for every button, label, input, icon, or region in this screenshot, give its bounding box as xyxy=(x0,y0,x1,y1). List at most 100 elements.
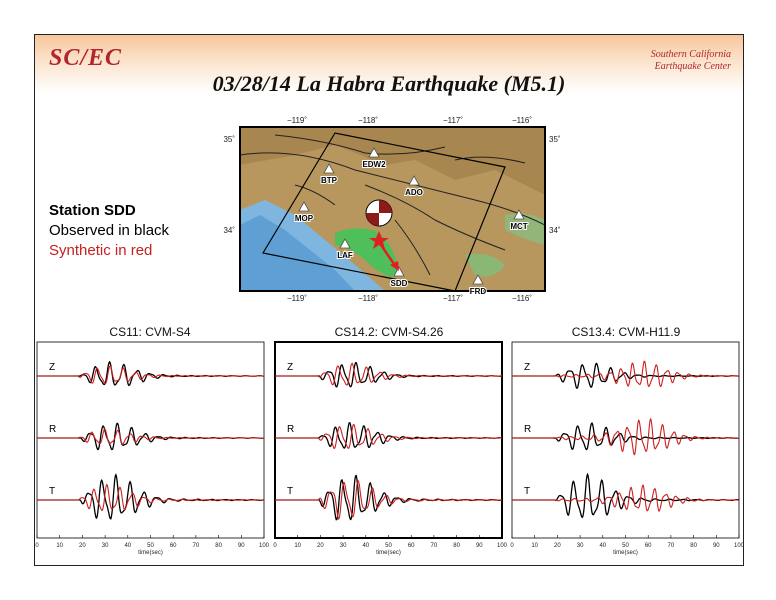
x-tick-label: 80 xyxy=(690,543,697,549)
component-label-r: R xyxy=(287,424,294,435)
map-labels: −119˚ −119˚ −118˚ −118˚ −117˚ −117˚ −116˚ −116˚… xyxy=(223,116,560,303)
x-tick-label: 90 xyxy=(238,543,245,549)
lon-tick-top-1: −118˚ xyxy=(358,116,378,125)
x-tick-label: 50 xyxy=(622,543,629,549)
x-tick-label: 10 xyxy=(294,543,301,549)
panel-title-3: CS13.4: CVM-H11.9 xyxy=(571,325,681,339)
station-ado-icon xyxy=(408,175,420,186)
trace-t-synthetic xyxy=(275,480,502,521)
focal-mechanism xyxy=(365,199,393,227)
component-label-r: R xyxy=(49,424,56,435)
scec-logo: SC/EC xyxy=(49,45,123,71)
lon-tick-top-3: −116˚ xyxy=(512,116,532,125)
panel-frame xyxy=(36,341,265,539)
x-tick-label: 20 xyxy=(79,543,86,549)
component-label-t: T xyxy=(287,486,293,497)
lon-tick-bottom-2: −117˚ xyxy=(443,294,463,303)
x-tick-label: 80 xyxy=(215,543,222,549)
station-label-ado: ADO xyxy=(405,188,423,197)
station-laf-icon xyxy=(339,238,351,249)
simulation-domain xyxy=(262,132,506,291)
station-mct-icon xyxy=(513,209,525,220)
x-tick-label: 90 xyxy=(476,543,483,549)
x-tick-label: 30 xyxy=(102,543,109,549)
x-tick-label: 70 xyxy=(431,543,438,549)
lon-tick-top-2: −117˚ xyxy=(443,116,463,125)
trace-z-synthetic xyxy=(37,365,265,385)
component-label-t: T xyxy=(524,486,530,497)
legend-observed: Observed in black xyxy=(49,222,170,239)
x-tick-label: 70 xyxy=(193,543,200,549)
x-tick-label: 0 xyxy=(273,543,277,549)
trace-z-synthetic xyxy=(275,362,502,386)
component-label-t: T xyxy=(49,486,55,497)
org-line-2: Earthquake Center xyxy=(654,61,731,72)
x-tick-label: 20 xyxy=(317,543,324,549)
x-tick-label: 30 xyxy=(577,543,584,549)
lat-tick-left-1: 34˚ xyxy=(223,226,235,235)
arrow-head-icon xyxy=(390,261,399,271)
lat-tick-right-1: 34˚ xyxy=(549,226,561,235)
waveform-panel-2: 0 10 20 30 40 50 60 70 80 90 100 time(sec) Z R T xyxy=(273,341,508,556)
x-tick-label: 100 xyxy=(734,543,743,549)
x-tick-label: 40 xyxy=(124,543,131,549)
map-border xyxy=(239,126,546,292)
x-tick-label: 20 xyxy=(554,543,561,549)
station-btp-icon xyxy=(323,163,335,174)
station-mop-icon xyxy=(298,201,310,212)
x-tick-label: 40 xyxy=(362,543,369,549)
x-axis-label: time(sec) xyxy=(138,550,163,556)
page-title: 03/28/14 La Habra Earthquake (M5.1) xyxy=(212,71,566,96)
station-label-frd: FRD xyxy=(470,287,487,296)
panel-title-2: CS14.2: CVM-S4.26 xyxy=(334,325,444,339)
x-tick-label: 50 xyxy=(385,543,392,549)
org-line-1: Southern California xyxy=(650,49,731,60)
lat-tick-right-0: 35˚ xyxy=(549,135,561,144)
component-label-z: Z xyxy=(287,362,293,373)
trace-z-synthetic xyxy=(512,360,740,388)
fault-lines xyxy=(240,134,545,276)
x-tick-label: 60 xyxy=(170,543,177,549)
waveform-panel-3: 0 10 20 30 40 50 60 70 80 90 100 time(sec) Z R T xyxy=(510,341,743,556)
trace-r-synthetic xyxy=(37,428,264,445)
x-tick-label: 0 xyxy=(35,543,39,549)
waveform-panel-1: 0 10 20 30 40 50 60 70 80 90 100 time(sec) Z R T xyxy=(35,341,270,556)
x-tick-label: 60 xyxy=(408,543,415,549)
x-tick-label: 70 xyxy=(668,543,675,549)
x-tick-label: 30 xyxy=(340,543,347,549)
station-label-sdd: SDD xyxy=(391,279,408,288)
epicenter-star-icon xyxy=(369,231,389,249)
x-tick-label: 0 xyxy=(510,543,514,549)
map-ocean-deep xyxy=(240,215,355,291)
x-tick-label: 90 xyxy=(713,543,720,549)
x-axis-label: time(sec) xyxy=(376,550,401,556)
map-valley xyxy=(465,253,505,277)
lat-tick-left-0: 35˚ xyxy=(223,135,235,144)
x-tick-label: 10 xyxy=(531,543,538,549)
header-gradient xyxy=(35,35,743,93)
station-sdd-icon xyxy=(393,266,405,277)
station-label-edw2: EDW2 xyxy=(362,160,386,169)
slide-frame: SC/EC Southern California Earthquake Cen… xyxy=(34,34,744,566)
trace-t-synthetic xyxy=(37,483,264,511)
station-label-mop: MOP xyxy=(295,214,314,223)
station-label-btp: BTP xyxy=(321,176,338,185)
map-mountains xyxy=(240,127,545,195)
x-tick-label: 50 xyxy=(147,543,154,549)
panel-title-1: CS11: CVM-S4 xyxy=(109,325,191,339)
lon-tick-bottom-0: −119˚ xyxy=(287,294,307,303)
trace-t-synthetic xyxy=(512,484,739,512)
x-tick-label: 80 xyxy=(453,543,460,549)
station-edw2-icon xyxy=(368,147,380,158)
component-label-z: Z xyxy=(49,362,55,373)
station-label-mct: MCT xyxy=(510,222,527,231)
map-desert xyxy=(505,213,545,245)
x-tick-label: 10 xyxy=(56,543,63,549)
component-label-z: Z xyxy=(524,362,530,373)
org-name: Southern California Earthquake Center xyxy=(651,49,731,73)
lon-tick-bottom-3: −116˚ xyxy=(512,294,532,303)
lon-tick-top-0: −119˚ xyxy=(287,116,307,125)
x-tick-label: 40 xyxy=(599,543,606,549)
station-map: −119˚ −119˚ −118˚ −118˚ −117˚ −117˚ −116˚ −116˚… xyxy=(223,116,560,303)
